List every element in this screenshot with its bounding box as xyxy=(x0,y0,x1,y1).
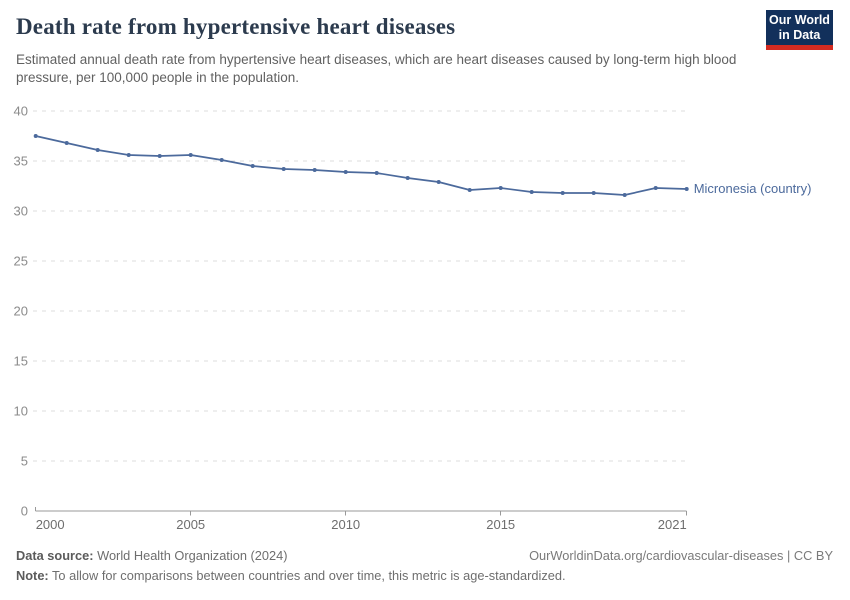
data-source-line: Data source: World Health Organization (… xyxy=(16,546,288,566)
data-point-2018 xyxy=(591,191,596,195)
data-point-2017 xyxy=(560,191,565,195)
credit-link[interactable]: OurWorldinData.org/cardiovascular-diseas… xyxy=(529,548,833,564)
y-tick-label-30: 30 xyxy=(14,204,28,219)
note-line: Note: To allow for comparisons between c… xyxy=(16,566,833,586)
x-tick-label-2000: 2000 xyxy=(36,517,65,532)
data-point-2012 xyxy=(405,176,410,180)
y-tick-label-25: 25 xyxy=(14,254,28,269)
data-point-2013 xyxy=(436,180,441,184)
x-tick-label-2015: 2015 xyxy=(486,517,515,532)
data-point-2009 xyxy=(312,168,317,172)
chart-subtitle: Estimated annual death rate from hyperte… xyxy=(16,52,737,85)
x-tick-label-2021: 2021 xyxy=(658,517,687,532)
y-tick-label-0: 0 xyxy=(21,504,28,519)
y-tick-label-15: 15 xyxy=(14,354,28,369)
chart-footer: Data source: World Health Organization (… xyxy=(16,546,833,586)
data-point-2000 xyxy=(33,134,38,138)
data-point-2019 xyxy=(622,193,627,197)
owid-logo[interactable]: Our World in Data xyxy=(766,10,833,50)
data-point-2020 xyxy=(653,186,658,190)
data-point-2005 xyxy=(188,153,193,157)
data-point-2002 xyxy=(95,148,100,152)
note-label: Note: xyxy=(16,568,49,584)
owid-logo-line2: in Data xyxy=(778,28,821,42)
data-point-2006 xyxy=(219,158,224,162)
data-point-2004 xyxy=(157,154,162,158)
data-point-2010 xyxy=(343,170,348,174)
data-point-2007 xyxy=(250,164,255,168)
y-tick-label-20: 20 xyxy=(14,304,28,319)
data-source-label: Data source: xyxy=(16,548,94,564)
data-point-2001 xyxy=(64,141,69,145)
data-source-value: World Health Organization (2024) xyxy=(97,548,288,564)
data-point-2014 xyxy=(467,188,472,192)
chart-title: Death rate from hypertensive heart disea… xyxy=(16,14,456,39)
owid-logo-line1: Our World xyxy=(769,13,830,27)
series-label-micronesia[interactable]: Micronesia (country) xyxy=(693,181,812,196)
x-tick-label-2010: 2010 xyxy=(331,517,360,532)
y-tick-label-10: 10 xyxy=(14,404,28,419)
y-tick-label-35: 35 xyxy=(14,154,28,169)
data-point-2008 xyxy=(281,167,286,171)
y-tick-label-40: 40 xyxy=(14,104,28,119)
data-line xyxy=(34,135,688,196)
note-value: To allow for comparisons between countri… xyxy=(52,568,566,584)
x-tick-label-2005: 2005 xyxy=(176,517,205,532)
data-point-2016 xyxy=(529,190,534,194)
data-point-2015 xyxy=(498,186,503,190)
data-point-2011 xyxy=(374,171,379,175)
data-point-2003 xyxy=(126,153,131,157)
data-point-2021 xyxy=(684,187,689,191)
y-tick-label-5: 5 xyxy=(21,454,28,469)
